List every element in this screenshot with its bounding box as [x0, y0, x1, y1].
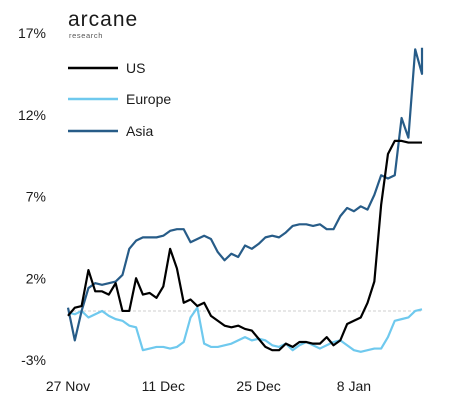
y-tick-label: 17% — [18, 25, 46, 41]
y-tick-label: 7% — [26, 189, 46, 205]
x-tick-label: 27 Nov — [46, 378, 90, 394]
legend-label-europe: Europe — [126, 91, 171, 107]
brand-logo: arcane research — [68, 8, 138, 40]
y-axis: 17% 12% 7% 2% -3% — [18, 25, 46, 368]
series-line-asia — [66, 47, 424, 342]
series-line-europe — [67, 306, 423, 353]
brand-logo-name: arcane — [68, 8, 138, 31]
legend-label-us: US — [126, 60, 145, 76]
brand-logo-tagline: research — [69, 31, 103, 40]
x-tick-label: 8 Jan — [337, 378, 371, 394]
x-axis: 27 Nov 11 Dec 25 Dec 8 Jan — [46, 378, 371, 394]
x-tick-label: 11 Dec — [142, 378, 185, 394]
y-tick-label: 12% — [18, 107, 46, 123]
series-lines — [66, 47, 424, 353]
legend-label-asia: Asia — [126, 123, 153, 139]
y-tick-label: -3% — [21, 352, 46, 368]
x-tick-label: 25 Dec — [236, 378, 280, 394]
series-line-us — [67, 139, 422, 352]
legend: US Europe Asia — [68, 60, 171, 139]
y-tick-label: 2% — [26, 270, 46, 286]
